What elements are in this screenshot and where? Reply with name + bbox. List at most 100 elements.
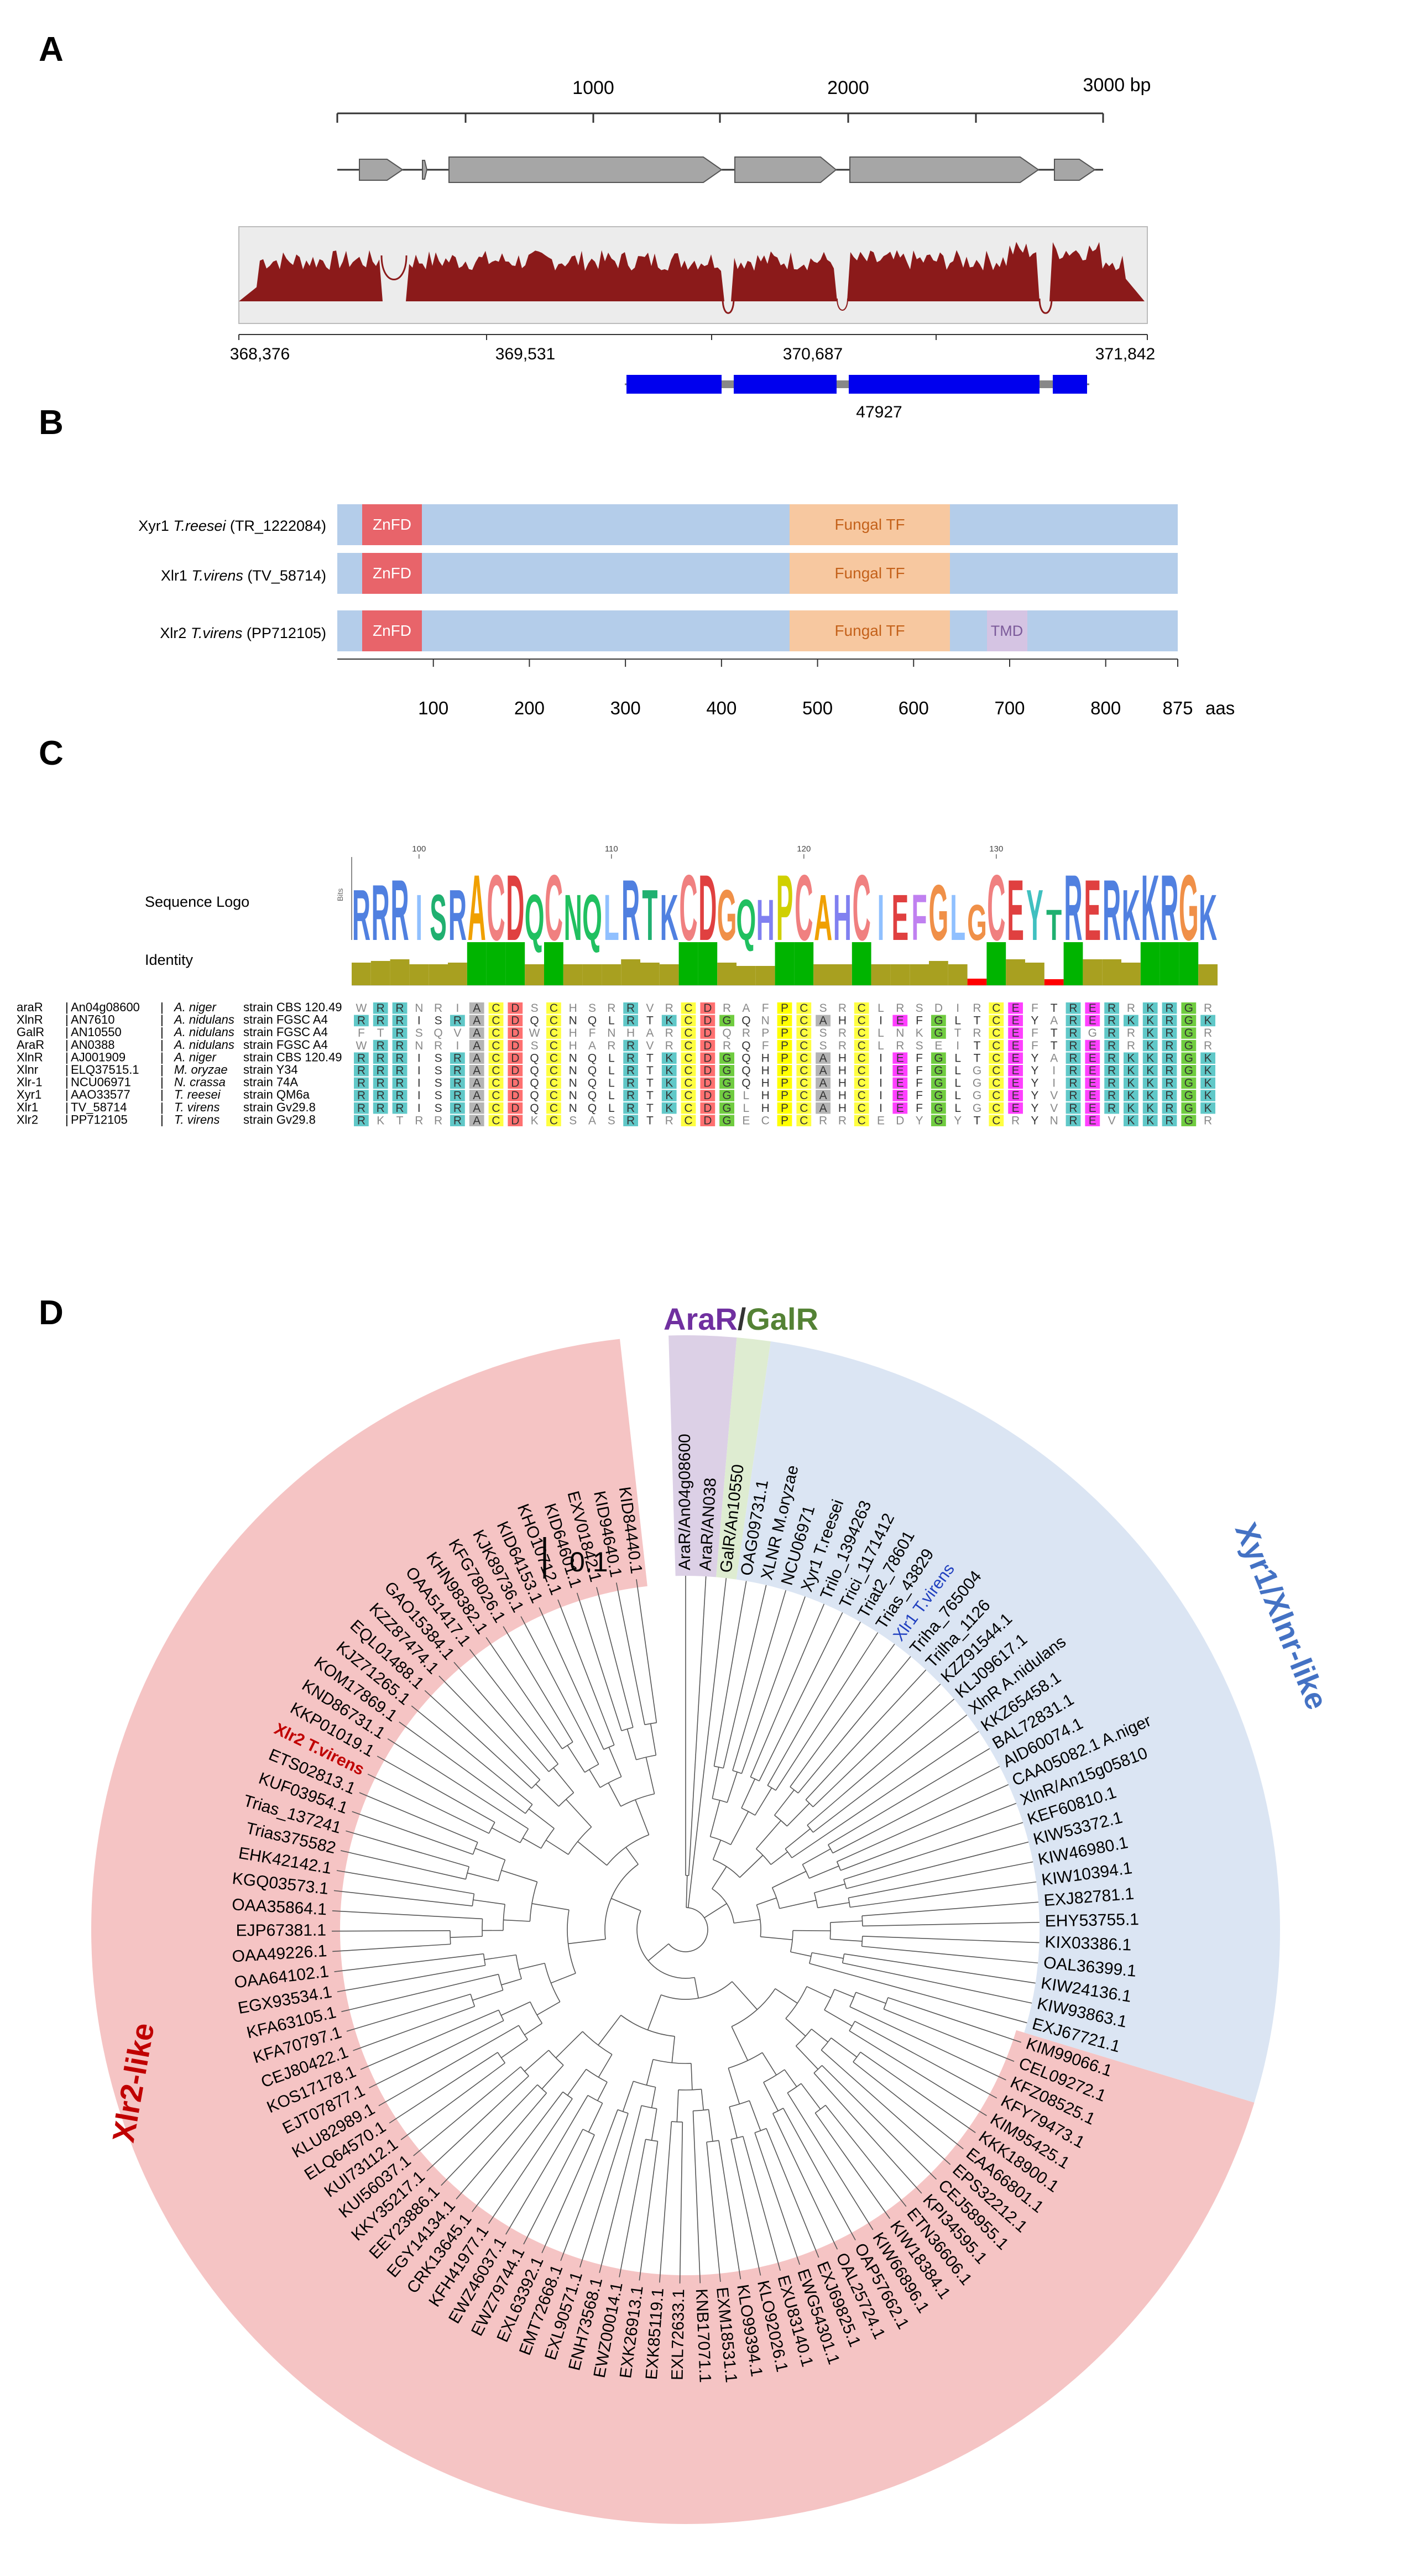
row-species: T. reesei: [174, 1088, 221, 1101]
residue: R: [626, 1002, 635, 1015]
residue: T: [646, 1114, 654, 1127]
identity-bar: [1102, 959, 1121, 985]
fungal-tf-label: Fungal TF: [834, 622, 905, 639]
leaf-label: KIX03386.1: [1044, 1933, 1132, 1955]
residue: R: [626, 1114, 635, 1127]
residue: C: [492, 1052, 500, 1064]
residue: K: [1204, 1102, 1212, 1115]
residue: F: [1031, 1039, 1038, 1052]
residue: R: [1108, 1064, 1116, 1077]
residue: L: [608, 1102, 615, 1115]
identity-bar: [968, 979, 987, 985]
row-species: A. niger: [173, 1000, 217, 1014]
residue: L: [608, 1077, 615, 1090]
identity-label: Identity: [145, 952, 194, 968]
residue: A: [588, 1114, 596, 1127]
row-protein: Xlr1: [17, 1100, 38, 1114]
residue: K: [1146, 1089, 1154, 1102]
residue: C: [492, 1039, 500, 1052]
row-strain: strain FGSC A4: [243, 1025, 328, 1039]
residue: C: [684, 1077, 692, 1090]
residue: R: [607, 1039, 615, 1052]
residue: K: [665, 1064, 673, 1077]
residue: R: [395, 1102, 404, 1115]
residue: T: [974, 1015, 981, 1027]
row-protein: XlnR: [17, 1050, 43, 1064]
identity-bar: [698, 942, 717, 985]
residue: G: [722, 1077, 731, 1090]
residue: T: [646, 1102, 654, 1115]
residue: C: [800, 1077, 808, 1090]
residue: E: [1089, 1002, 1096, 1015]
leaf-label: EJP67381.1: [236, 1921, 326, 1940]
residue: I: [1052, 1077, 1056, 1090]
residue: R: [1069, 1102, 1077, 1115]
aa-axis-tick-label: 875: [1162, 698, 1193, 718]
residue: G: [1184, 1027, 1193, 1039]
residue: Y: [1031, 1114, 1038, 1127]
row-strain: strain QM6a: [243, 1088, 310, 1101]
residue: K: [1146, 1077, 1154, 1090]
residue: K: [1204, 1089, 1212, 1102]
residue: D: [511, 1052, 519, 1064]
residue: Q: [741, 1052, 750, 1064]
residue: R: [1069, 1064, 1077, 1077]
identity-bar: [1044, 979, 1064, 985]
residue: R: [434, 1114, 442, 1127]
residue: Y: [1031, 1015, 1038, 1027]
residue: K: [1204, 1052, 1212, 1064]
residue: E: [896, 1089, 904, 1102]
residue: R: [395, 1089, 404, 1102]
residue: R: [453, 1052, 462, 1064]
residue: Q: [588, 1064, 597, 1077]
residue: R: [1204, 1039, 1212, 1052]
residue: Q: [530, 1015, 539, 1027]
row-separator: |: [160, 1112, 164, 1126]
row-accession: AN7610: [71, 1013, 115, 1027]
residue: G: [1184, 1077, 1193, 1090]
identity-bar: [1121, 963, 1141, 985]
identity-bar: [948, 964, 968, 985]
residue: E: [1012, 1052, 1020, 1064]
identity-bar: [390, 959, 410, 985]
residue: R: [1108, 1002, 1116, 1015]
residue: Y: [1031, 1102, 1038, 1115]
identity-bar: [621, 959, 640, 985]
logo-letter: Y: [1026, 874, 1043, 955]
identity-bar: [487, 942, 506, 985]
residue: H: [761, 1102, 770, 1115]
residue: G: [1184, 1002, 1193, 1015]
residue: N: [569, 1064, 577, 1077]
residue: K: [1127, 1089, 1135, 1102]
leaf-label: AraR/An04g08600: [676, 1434, 694, 1570]
residue: L: [608, 1052, 615, 1064]
residue: H: [838, 1052, 847, 1064]
residue: R: [626, 1039, 635, 1052]
row-separator: |: [65, 1100, 69, 1114]
residue: D: [703, 1114, 712, 1127]
residue: R: [1069, 1114, 1077, 1127]
panel-label-a: A: [39, 30, 64, 69]
residue: N: [569, 1015, 577, 1027]
residue: N: [415, 1002, 423, 1015]
residue: F: [358, 1027, 365, 1039]
residue: G: [934, 1089, 943, 1102]
residue: C: [492, 1015, 500, 1027]
residue: R: [1204, 1027, 1212, 1039]
row-separator: |: [160, 1088, 164, 1101]
residue: D: [703, 1027, 712, 1039]
row-separator: |: [65, 1038, 69, 1052]
residue: W: [356, 1002, 367, 1015]
residue: I: [417, 1052, 421, 1064]
identity-bar: [1198, 964, 1218, 985]
residue: C: [550, 1077, 558, 1090]
residue: G: [722, 1102, 731, 1115]
residue: R: [607, 1002, 615, 1015]
logo-letter: G: [929, 869, 949, 957]
residue: Q: [588, 1015, 597, 1027]
residue: G: [934, 1052, 943, 1064]
residue: E: [1012, 1089, 1020, 1102]
residue: V: [646, 1002, 654, 1015]
residue: D: [511, 1002, 519, 1015]
residue: N: [569, 1077, 577, 1090]
